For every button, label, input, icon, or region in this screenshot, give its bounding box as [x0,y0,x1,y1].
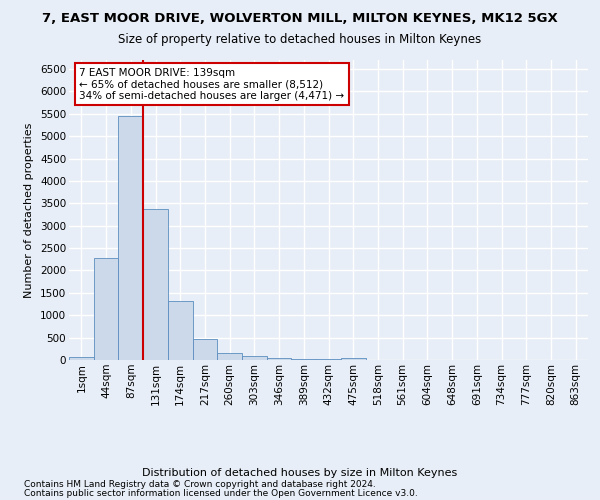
Text: 7 EAST MOOR DRIVE: 139sqm
← 65% of detached houses are smaller (8,512)
34% of se: 7 EAST MOOR DRIVE: 139sqm ← 65% of detac… [79,68,344,100]
Bar [217,353,242,360]
Bar [242,356,267,360]
Bar [341,358,365,360]
Bar [193,338,217,360]
Bar [94,258,118,360]
Bar [292,358,316,360]
Y-axis label: Number of detached properties: Number of detached properties [25,122,34,298]
Bar [69,356,94,360]
Text: Distribution of detached houses by size in Milton Keynes: Distribution of detached houses by size … [142,468,458,477]
Bar [168,302,193,360]
Text: Size of property relative to detached houses in Milton Keynes: Size of property relative to detached ho… [118,32,482,46]
Text: 7, EAST MOOR DRIVE, WOLVERTON MILL, MILTON KEYNES, MK12 5GX: 7, EAST MOOR DRIVE, WOLVERTON MILL, MILT… [42,12,558,26]
Bar [267,358,292,360]
Bar [143,208,168,360]
Text: Contains public sector information licensed under the Open Government Licence v3: Contains public sector information licen… [24,488,418,498]
Bar [118,116,143,360]
Text: Contains HM Land Registry data © Crown copyright and database right 2024.: Contains HM Land Registry data © Crown c… [24,480,376,489]
